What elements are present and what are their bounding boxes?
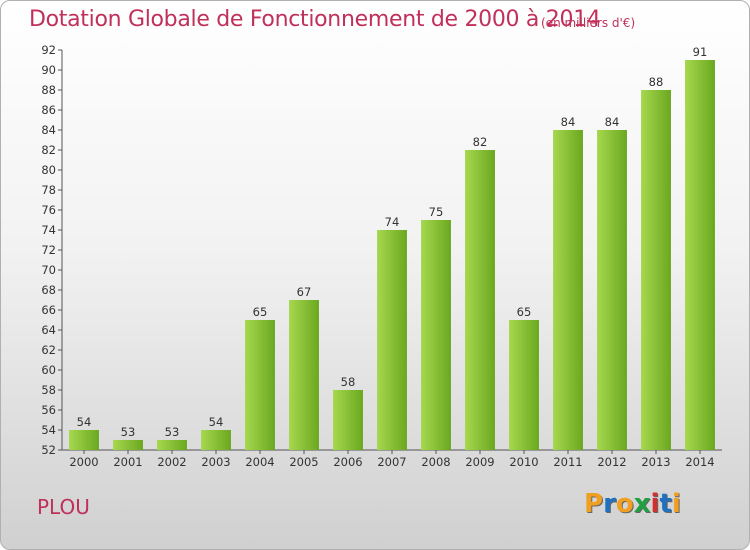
x-tick-label: 2006 (333, 455, 362, 469)
bar (509, 320, 539, 450)
y-tick-label: 92 (41, 43, 56, 57)
bar-value-label: 53 (121, 425, 136, 439)
x-tick-label: 2009 (465, 455, 494, 469)
bar-value-label: 75 (429, 205, 444, 219)
bar (113, 440, 143, 450)
bar (245, 320, 275, 450)
y-tick-label: 78 (41, 183, 56, 197)
x-tick-label: 2010 (509, 455, 538, 469)
y-tick-label: 56 (41, 403, 56, 417)
y-tick-label: 90 (41, 63, 56, 77)
y-tick-label: 70 (41, 263, 56, 277)
bar (553, 130, 583, 450)
y-tick-label: 58 (41, 383, 56, 397)
x-tick-label: 2003 (201, 455, 230, 469)
y-tick-label: 72 (41, 243, 56, 257)
logo-letter: r (603, 489, 616, 519)
x-tick-label: 2000 (69, 455, 98, 469)
place-name: PLOU (37, 495, 90, 519)
x-tick-label: 2012 (597, 455, 626, 469)
bar (421, 220, 451, 450)
bar-value-label: 67 (297, 285, 312, 299)
y-tick-label: 62 (41, 343, 56, 357)
y-tick-label: 86 (41, 103, 56, 117)
proxiti-logo[interactable]: Proxiti (584, 489, 681, 519)
logo-letter: x (633, 489, 651, 519)
bar-value-label: 53 (165, 425, 180, 439)
y-tick-label: 64 (41, 323, 56, 337)
logo-letter: P (584, 489, 604, 519)
y-tick-label: 74 (41, 223, 56, 237)
bar (377, 230, 407, 450)
bar (333, 390, 363, 450)
bar-value-label: 65 (253, 305, 268, 319)
bar (465, 150, 495, 450)
y-tick-label: 52 (41, 443, 56, 457)
bar-value-label: 58 (341, 375, 356, 389)
bar-value-label: 74 (385, 215, 400, 229)
bar-value-label: 88 (649, 75, 664, 89)
y-tick-label: 60 (41, 363, 56, 377)
bar (597, 130, 627, 450)
x-tick-label: 2013 (641, 455, 670, 469)
bar-value-label: 91 (693, 45, 708, 59)
x-tick-label: 2005 (289, 455, 318, 469)
y-tick-label: 68 (41, 283, 56, 297)
bar-value-label: 84 (605, 115, 620, 129)
x-tick-label: 2007 (377, 455, 406, 469)
x-tick-label: 2014 (685, 455, 714, 469)
bar (641, 90, 671, 450)
bar-value-label: 82 (473, 135, 488, 149)
bar (157, 440, 187, 450)
x-tick-label: 2008 (421, 455, 450, 469)
logo-letter: i (650, 489, 660, 519)
y-tick-label: 82 (41, 143, 56, 157)
bar-value-label: 84 (561, 115, 576, 129)
bar (201, 430, 231, 450)
x-tick-label: 2011 (553, 455, 582, 469)
logo-letter: o (615, 489, 634, 519)
logo-letter: i (671, 489, 681, 519)
y-tick-label: 66 (41, 303, 56, 317)
chart-title: Dotation Globale de Fonctionnement de 20… (29, 7, 601, 32)
bar (289, 300, 319, 450)
x-tick-label: 2004 (245, 455, 274, 469)
x-tick-label: 2002 (157, 455, 186, 469)
x-tick-label: 2001 (113, 455, 142, 469)
chart-subtitle: (en milliers d'€) (541, 16, 636, 30)
logo-letter: t (659, 489, 672, 519)
y-tick-label: 84 (41, 123, 56, 137)
bar-value-label: 54 (77, 415, 92, 429)
y-tick-label: 88 (41, 83, 56, 97)
bar-value-label: 54 (209, 415, 224, 429)
bar-value-label: 65 (517, 305, 532, 319)
bar (69, 430, 99, 450)
y-tick-label: 80 (41, 163, 56, 177)
y-tick-label: 54 (41, 423, 56, 437)
bar (685, 60, 715, 450)
y-tick-label: 76 (41, 203, 56, 217)
